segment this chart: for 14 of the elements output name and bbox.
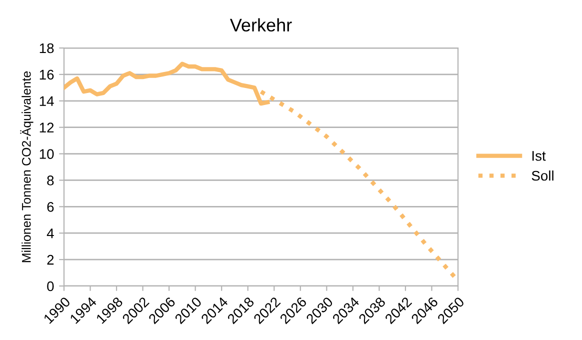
legend-label: Ist — [532, 151, 546, 161]
y-tick-label: 16 — [40, 70, 54, 80]
y-tick-label: 4 — [46, 228, 54, 238]
y-tick-label: 6 — [47, 202, 54, 212]
chart-title: Verkehr — [230, 18, 292, 32]
y-tick-label: 8 — [47, 176, 54, 186]
y-axis-title: Millionen Tonnen CO2-Äquivalente — [20, 71, 34, 262]
y-tick-label: 10 — [40, 149, 54, 159]
y-tick-label: 14 — [40, 96, 54, 106]
legend-label: Soll — [532, 170, 554, 181]
y-tick-label: 0 — [47, 281, 54, 292]
y-tick-label: 12 — [40, 122, 54, 132]
y-tick-label: 18 — [40, 43, 54, 54]
y-tick-label: 2 — [47, 254, 54, 265]
